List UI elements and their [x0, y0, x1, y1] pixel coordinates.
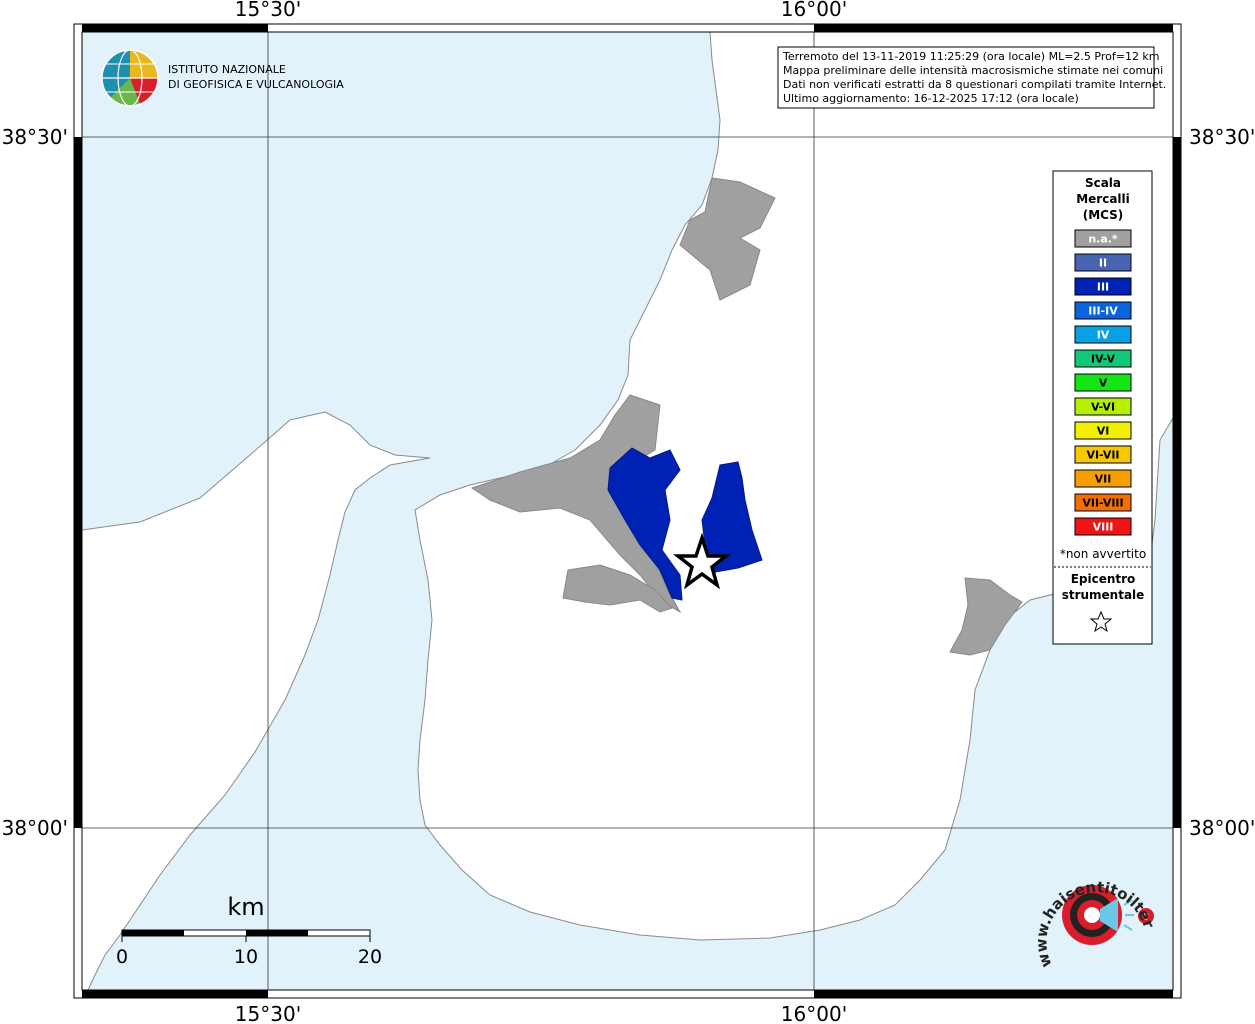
legend-swatch [1074, 493, 1132, 512]
legend-not-felt-note: *non avvertito [1060, 547, 1146, 561]
target-speaker-icon: ? [1062, 885, 1154, 945]
legend-swatch [1074, 517, 1132, 536]
coord-top-1: 15°30' [235, 0, 301, 21]
legend-label: II [1099, 257, 1107, 270]
legend-item: n.a.* [1074, 229, 1132, 248]
municipality-not-felt-4 [949, 577, 1023, 656]
svg-text:?: ? [1143, 912, 1149, 923]
legend-swatch [1074, 373, 1132, 392]
legend-title-1: Scala [1085, 176, 1121, 190]
legend-swatch [1074, 349, 1132, 368]
municipality-not-felt-1 [679, 177, 776, 301]
legend-label: VI [1097, 425, 1110, 438]
info-line-1: Terremoto del 13-11-2019 11:25:29 (ora l… [782, 50, 1160, 63]
legend-item: IV-V [1074, 349, 1132, 368]
legend-swatch [1074, 325, 1132, 344]
land-sicily [81, 411, 431, 991]
legend-item: IV [1074, 325, 1132, 344]
ingv-logo-line2: DI GEOFISICA E VULCANOLOGIA [168, 78, 344, 91]
legend-label: IV [1097, 329, 1110, 342]
municipalities-layer [470, 177, 1023, 656]
legend-star-icon [1089, 610, 1113, 633]
legend-label: n.a.* [1088, 233, 1118, 246]
legend-label: III-IV [1088, 305, 1118, 318]
coord-left-2: 38°00' [2, 816, 68, 840]
scale-tick-10: 10 [234, 946, 258, 968]
legend-label: III [1097, 281, 1109, 294]
legend-swatch [1074, 229, 1132, 248]
info-box: Terremoto del 13-11-2019 11:25:29 (ora l… [777, 46, 1166, 109]
legend-item: V-VI [1074, 397, 1132, 416]
legend-label: V [1099, 377, 1108, 390]
info-line-4: Ultimo aggiornamento: 16-12-2025 17:12 (… [783, 92, 1079, 105]
frame-bands [74, 24, 1181, 998]
legend-label: VII [1095, 473, 1112, 486]
info-line-3: Dati non verificati estratti da 8 questi… [783, 78, 1166, 91]
municipality-intensity-III-1 [607, 447, 683, 601]
coord-bottom-2: 16°00' [781, 1002, 847, 1024]
epicenter-star-icon [672, 532, 732, 590]
legend-items: n.a.*IIIIIIII-IVIVIV-VVV-VIVIVI-VIIVIIVI… [1074, 229, 1132, 536]
legend-swatch [1074, 469, 1132, 488]
legend-item: III-IV [1074, 301, 1132, 320]
coord-bottom-1: 15°30' [235, 1002, 301, 1024]
ingv-logo: ISTITUTO NAZIONALE DI GEOFISICA E VULCAN… [101, 49, 344, 107]
legend-item: VI-VII [1074, 445, 1132, 464]
municipality-intensity-III-2 [701, 461, 763, 573]
legend-swatch [1074, 397, 1132, 416]
info-line-2: Mappa preliminare delle intensità macros… [783, 64, 1163, 77]
legend-label: VI-VII [1086, 449, 1119, 462]
municipality-not-felt-3 [562, 564, 673, 613]
legend-label: IV-V [1091, 353, 1116, 366]
scale-tick-20: 20 [358, 946, 382, 968]
scale-unit-label: km [227, 893, 264, 921]
legend-title-3: (MCS) [1083, 208, 1124, 222]
legend-swatch [1074, 301, 1132, 320]
intensity-legend: Scala Mercalli (MCS) n.a.*IIIIIIII-IVIVI… [1052, 170, 1153, 645]
coord-left-1: 38°30' [2, 125, 68, 149]
legend-epicenter-2: strumentale [1062, 588, 1145, 602]
coord-right-1: 38°30' [1189, 125, 1255, 149]
legend-item: VII [1074, 469, 1132, 488]
legend-item: III [1074, 277, 1132, 296]
legend-epicenter-1: Epicentro [1071, 572, 1136, 586]
legend-swatch [1074, 421, 1132, 440]
ingv-logo-line1: ISTITUTO NAZIONALE [168, 63, 286, 76]
legend-item: VI [1074, 421, 1132, 440]
land-layer [81, 31, 1174, 991]
legend-item: VII-VIII [1074, 493, 1132, 512]
globe-icon [101, 49, 159, 107]
legend-swatch [1074, 253, 1132, 272]
legend-swatch [1074, 445, 1132, 464]
scale-bar: km 0 10 20 [116, 893, 382, 968]
legend-swatch [1074, 277, 1132, 296]
legend-item: V [1074, 373, 1132, 392]
coord-right-2: 38°00' [1189, 816, 1255, 840]
legend-label: VII-VIII [1082, 497, 1123, 510]
legend-label: VIII [1093, 521, 1114, 534]
legend-label: V-VI [1091, 401, 1115, 414]
legend-item: II [1074, 253, 1132, 272]
land-calabria [414, 31, 1174, 941]
legend-title-2: Mercalli [1076, 192, 1130, 206]
legend-item: VIII [1074, 517, 1132, 536]
coord-top-2: 16°00' [781, 0, 847, 21]
scale-tick-0: 0 [116, 946, 128, 968]
graticule [82, 32, 1173, 990]
